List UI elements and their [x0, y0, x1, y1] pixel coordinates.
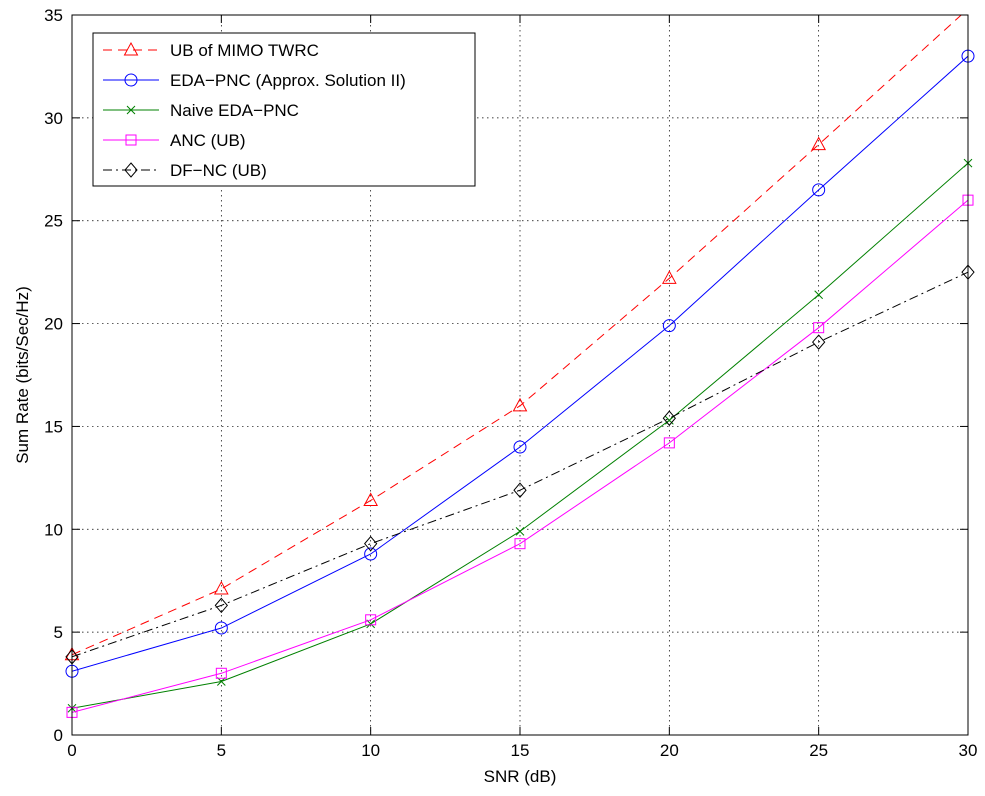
data-point [663, 437, 675, 449]
legend-label: ANC (UB) [170, 131, 246, 150]
x-tick-label: 30 [959, 741, 978, 760]
y-axis-label: Sum Rate (bits/Sec/Hz) [13, 286, 32, 464]
data-point [811, 136, 827, 151]
legend-label: EDA−PNC (Approx. Solution II) [170, 71, 406, 90]
data-point [664, 415, 674, 425]
series-line [72, 271, 968, 658]
legend-label: Naive EDA−PNC [170, 101, 299, 120]
data-point [662, 410, 676, 426]
data-point [512, 397, 528, 412]
legend: UB of MIMO TWRC EDA−PNC (Approx. Solution… [92, 32, 476, 187]
x-tick-label: 10 [361, 741, 380, 760]
data-point [213, 580, 229, 595]
x-tick-label: 0 [67, 741, 76, 760]
legend-marker [126, 105, 136, 115]
y-tick-label: 15 [44, 417, 63, 436]
y-tick-label: 30 [44, 109, 63, 128]
data-point [812, 334, 826, 350]
y-tick-label: 5 [54, 623, 63, 642]
series-line [72, 15, 962, 656]
data-point [364, 535, 378, 552]
legend-entry: Naive EDA−PNC [103, 101, 299, 120]
series-line [72, 199, 968, 713]
data-point [214, 621, 228, 635]
data-point [364, 547, 378, 561]
x-tick-label: 5 [217, 741, 226, 760]
axis-ticks: 0 5 10 15 20 25 30 0 5 10 15 20 25 30 35 [44, 6, 977, 760]
legend-entry: EDA−PNC (Approx. Solution II) [103, 71, 406, 90]
data-point [661, 270, 677, 284]
y-tick-label: 20 [44, 315, 63, 334]
x-axis-label: SNR (dB) [484, 767, 557, 786]
data-point [214, 597, 228, 614]
x-tick-label: 15 [511, 741, 530, 760]
legend-marker [123, 41, 139, 56]
series-4 [65, 264, 975, 665]
data-point [215, 667, 227, 679]
data-point [813, 322, 825, 334]
data-point [662, 319, 676, 333]
y-tick-label: 25 [44, 212, 63, 231]
legend-entry: DF−NC (UB) [103, 161, 267, 180]
series-group [64, 15, 975, 718]
data-point [812, 183, 826, 197]
data-point [814, 290, 824, 300]
data-point [365, 614, 377, 626]
data-point [513, 440, 527, 454]
data-point [363, 492, 379, 506]
data-point [514, 538, 526, 550]
y-tick-label: 35 [44, 6, 63, 25]
legend-marker [124, 162, 138, 178]
y-tick-label: 10 [44, 520, 63, 539]
legend-entry: ANC (UB) [103, 131, 246, 150]
data-point [515, 526, 525, 536]
data-point [513, 482, 527, 498]
legend-entry: UB of MIMO TWRC [103, 41, 319, 60]
series-line [72, 55, 968, 672]
legend-label: UB of MIMO TWRC [170, 41, 319, 60]
data-point [216, 677, 226, 686]
x-tick-label: 25 [809, 741, 828, 760]
legend-marker [125, 134, 137, 146]
x-tick-label: 20 [660, 741, 679, 760]
y-tick-label: 0 [54, 726, 63, 745]
series-2 [67, 158, 973, 713]
legend-label: DF−NC (UB) [170, 161, 267, 180]
legend-marker [124, 73, 138, 87]
